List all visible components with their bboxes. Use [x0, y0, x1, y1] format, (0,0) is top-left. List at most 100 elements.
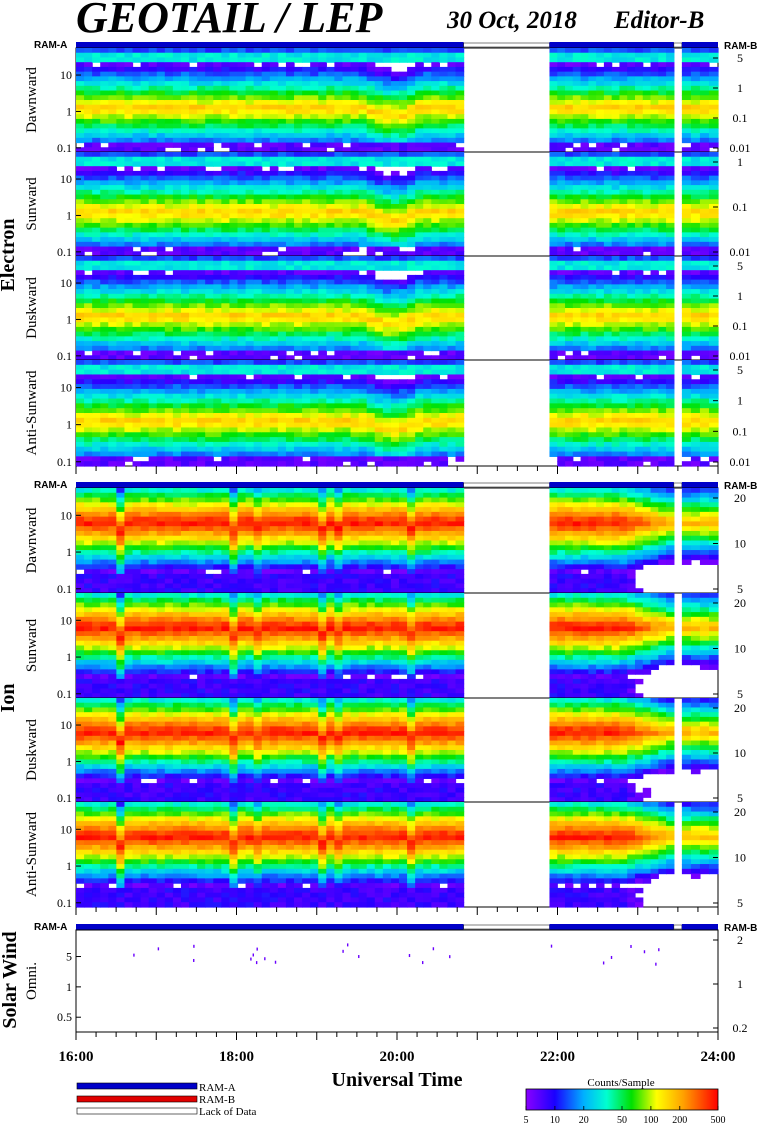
spectrogram-cell [572, 218, 582, 224]
spectrogram-cell [205, 241, 214, 248]
spectrogram-cell [580, 52, 589, 59]
spectrogram-cell [197, 161, 206, 167]
spectrogram-cell [253, 180, 263, 186]
spectrogram-cell [374, 100, 384, 106]
spectrogram-cell [197, 260, 206, 267]
spectrogram-cell [318, 109, 327, 115]
spectrogram-cell [269, 293, 279, 300]
spectrogram-cell [399, 317, 408, 323]
spectrogram-cell [580, 218, 589, 224]
spectrogram-cell [205, 161, 214, 167]
spectrogram-cell [221, 189, 231, 196]
spectrogram-cell [318, 232, 327, 238]
spectrogram-cell [439, 246, 449, 252]
spectrogram-cell [334, 118, 344, 125]
spectrogram-cell [100, 256, 109, 262]
spectrogram-cell [156, 350, 166, 356]
spectrogram-cell [681, 90, 692, 96]
spectrogram-cell [269, 398, 279, 404]
spectrogram-cell [342, 341, 352, 347]
spectrogram-cell [221, 62, 231, 68]
spectrogram-cell [148, 71, 158, 77]
spectrogram-cell [197, 123, 206, 129]
spectrogram-cell [108, 199, 117, 205]
right-tick-label: 5 [737, 259, 743, 273]
spectrogram-cell [156, 90, 166, 96]
spectrogram-cell [366, 355, 376, 361]
spectrogram-cell [708, 260, 719, 267]
spectrogram-cell [197, 62, 206, 68]
spectrogram-cell [180, 185, 190, 191]
spectrogram-cell [366, 213, 376, 219]
spectrogram-cell [699, 123, 710, 129]
spectrogram-cell [294, 274, 303, 281]
spectrogram-cell [619, 118, 628, 125]
spectrogram-cell [124, 213, 134, 219]
spectrogram-cell [382, 326, 392, 333]
spectrogram-cell [92, 298, 101, 304]
spectrogram-cell [108, 48, 117, 54]
spectrogram-cell [627, 256, 636, 262]
spectrogram-cell [164, 437, 174, 443]
spectrogram-cell [132, 432, 142, 438]
spectrogram-cell [269, 189, 279, 196]
spectrogram-cell [358, 147, 368, 153]
spectrogram-cell [124, 62, 134, 68]
spectrogram-cell [108, 355, 117, 361]
spectrogram-cell [565, 123, 574, 129]
spectrogram-cell [358, 194, 368, 200]
spectrogram-cell [229, 308, 239, 314]
spectrogram-cell [205, 279, 214, 285]
spectrogram-cell [588, 48, 597, 54]
spectrogram-cell [164, 118, 174, 125]
spectrogram-cell [619, 185, 628, 191]
spectrogram-cell [302, 204, 311, 210]
spectrogram-cell [277, 81, 287, 87]
spectrogram-cell [261, 57, 271, 63]
spectrogram-cell [596, 241, 605, 248]
spectrogram-cell [277, 222, 287, 229]
spectrogram-cell [245, 175, 255, 181]
spectrogram-cell [318, 298, 327, 304]
spectrogram-cell [261, 241, 271, 248]
spectrogram-cell [172, 161, 182, 167]
spectrogram-cell [140, 446, 150, 453]
spectrogram-cell [447, 156, 457, 163]
spectrogram-cell [132, 384, 142, 390]
spectrogram-cell [164, 170, 174, 177]
spectrogram-cell [221, 123, 231, 129]
spectrogram-cell [148, 104, 158, 111]
spectrogram-cell [572, 109, 582, 115]
spectrogram-cell [221, 345, 231, 352]
spectrogram-cell [108, 293, 117, 300]
spectrogram-cell [124, 246, 134, 252]
spectrogram-cell [116, 133, 126, 139]
spectrogram-cell [699, 350, 710, 356]
spectrogram-cell [549, 185, 558, 191]
spectrogram-cell [557, 331, 566, 337]
spectrogram-cell [108, 71, 117, 77]
spectrogram-cell [124, 137, 134, 144]
spectrogram-cell [108, 147, 117, 153]
spectrogram-cell [269, 118, 279, 125]
spectrogram-cell [156, 104, 166, 111]
spectrogram-cell [699, 48, 710, 54]
spectrogram-cell [588, 185, 597, 191]
spectrogram-cell [580, 81, 589, 87]
spectrogram-cell [588, 71, 597, 77]
spectrogram-cell [423, 156, 432, 163]
spectrogram-cell [172, 48, 182, 54]
spectrogram-cell [634, 71, 644, 77]
spectrogram-cell [565, 109, 574, 115]
spectrogram-cell [603, 76, 613, 82]
spectrogram-cell [708, 66, 719, 73]
spectrogram-cell [342, 62, 352, 68]
spectrogram-cell [253, 331, 263, 337]
spectrogram-cell [439, 76, 449, 82]
spectrogram-cell [172, 279, 182, 285]
spectrogram-cell [108, 374, 117, 380]
spectrogram-cell [189, 317, 198, 323]
spectrogram-cell [390, 322, 400, 328]
spectrogram-cell [92, 369, 101, 376]
spectrogram-cell [603, 246, 613, 252]
